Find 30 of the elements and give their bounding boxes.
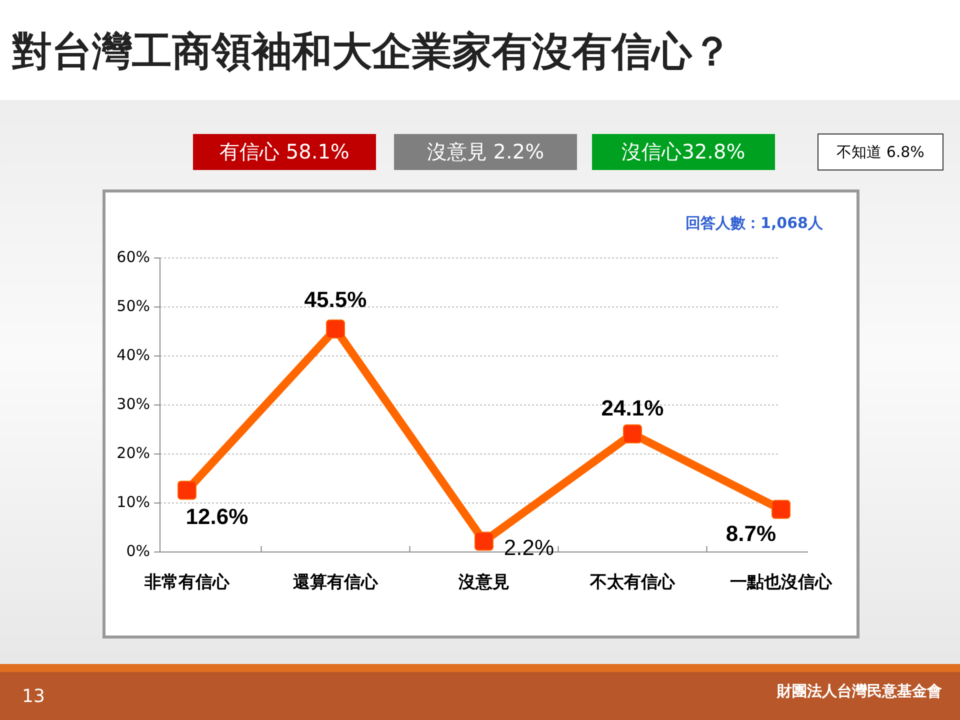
y-tick-label: 50% xyxy=(116,297,150,316)
data-label: 45.5% xyxy=(304,286,367,312)
point xyxy=(772,500,790,519)
y-tick-label: 0% xyxy=(126,542,150,560)
x-tick-label: 沒意見 xyxy=(458,572,510,593)
x-tick-label: 不太有信心 xyxy=(589,572,676,593)
y-tick-label: 30% xyxy=(116,395,150,414)
text: 沒意見 2.2% xyxy=(426,139,544,164)
point xyxy=(178,480,196,500)
y-tick-label: 60% xyxy=(116,248,150,266)
y-tick-label: 20% xyxy=(116,444,150,462)
data-label: 8.7% xyxy=(726,521,776,546)
data-label: 2.2% xyxy=(504,535,554,560)
point xyxy=(474,532,494,551)
text: 財團法人台灣民意基金會 xyxy=(776,682,942,700)
point xyxy=(623,424,642,444)
y-tick-label: 40% xyxy=(116,346,150,364)
text: 回答人數：1,068人 xyxy=(686,214,824,232)
x-tick-label: 非常有信心 xyxy=(144,572,230,593)
text: 有信心 58.1% xyxy=(220,139,350,164)
chart-title: 對台灣工商領袖和大企業家有沒有信心？ xyxy=(11,29,732,75)
x-tick-label: 還算有信心 xyxy=(293,572,379,593)
data-label: 12.6% xyxy=(186,504,248,530)
data-label: 24.1% xyxy=(601,396,664,421)
text: 不知道 6.8% xyxy=(836,143,924,162)
x-tick-label: 一點也沒信心 xyxy=(730,572,833,593)
text: 13 xyxy=(22,686,45,707)
y-tick-label: 10% xyxy=(116,493,150,512)
point xyxy=(326,320,345,339)
text: 沒信心32.8% xyxy=(622,139,746,164)
